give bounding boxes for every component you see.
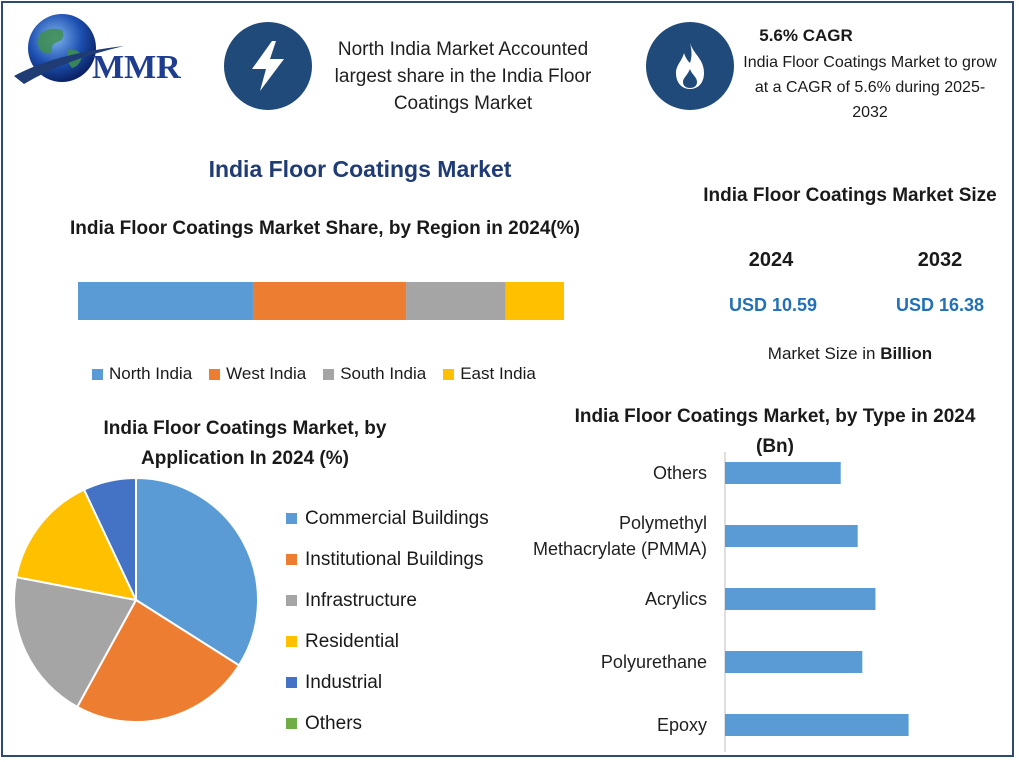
lightning-bolt-icon (224, 22, 312, 110)
region-chart-title: India Floor Coatings Market Share, by Re… (70, 218, 580, 239)
region-segment-west-india (252, 282, 407, 320)
type-bar-epoxy (725, 714, 909, 736)
region-legend-label: North India (109, 364, 193, 383)
unit-note-bold: Billion (880, 344, 933, 363)
year-2024-label: 2024 (748, 249, 794, 271)
market-size-unit-note: Market Size in Billion (710, 344, 990, 364)
region-stacked-bar (78, 282, 564, 320)
market-size-title: India Floor Coatings Market Size (703, 185, 997, 206)
legend-swatch (323, 368, 335, 380)
application-legend-item: Commercial Buildings (286, 498, 506, 539)
type-category-label: Polymethyl (619, 513, 707, 533)
type-category-label: Others (653, 463, 707, 483)
type-bar-polymethyl-methacrylate-pmma (725, 525, 858, 547)
market-size-2024-value: USD 10.59 (728, 295, 818, 315)
unit-note-prefix: Market Size in (767, 344, 881, 363)
application-legend-label: Industrial (305, 671, 383, 693)
application-legend-label: Commercial Buildings (305, 507, 489, 529)
region-legend-item: South India (323, 362, 426, 386)
legend-swatch (92, 368, 103, 380)
region-legend-item: East India (443, 362, 536, 386)
region-legend-item: North India (92, 362, 192, 386)
north-india-highlight: North India Market Accounted largest sha… (334, 39, 592, 114)
type-category-label: Acrylics (645, 589, 707, 609)
application-legend-label: Others (305, 712, 363, 734)
application-legend-item: Industrial (286, 662, 506, 703)
mmr-logo: MMR (10, 10, 200, 90)
pie-slice-infrastructure (13, 575, 138, 709)
type-bar-acrylics (725, 588, 876, 610)
application-legend-label: Infrastructure (305, 589, 417, 611)
type-category-label: Polyurethane (601, 652, 707, 672)
main-title: India Floor Coatings Market (208, 156, 512, 182)
legend-swatch (209, 368, 221, 380)
application-legend-item: Residential (286, 621, 506, 662)
region-segment-south-india (406, 282, 506, 320)
cagr-description: India Floor Coatings Market to grow at a… (743, 54, 997, 121)
application-legend-item: Infrastructure (286, 580, 506, 621)
region-legend-label: West India (226, 364, 307, 383)
region-legend-label: East India (460, 364, 536, 383)
type-category-label: Epoxy (657, 715, 707, 735)
region-legend: North India West India South India East Ind… (92, 362, 612, 386)
region-legend-label: South India (340, 364, 427, 383)
flame-icon (646, 22, 734, 110)
pie-slice-industrial (82, 476, 137, 601)
application-legend-item: Others (286, 703, 506, 744)
application-chart-title: India Floor Coatings Market, by Applicat… (103, 418, 387, 469)
legend-swatch (286, 677, 297, 688)
logo-text: MMR (92, 49, 181, 86)
region-legend-item: West India (209, 362, 306, 386)
region-segment-east-india (505, 282, 564, 320)
pie-slice-institutional-buildings (75, 598, 241, 723)
cagr-title: 5.6% CAGR (759, 26, 853, 45)
market-size-2032-value: USD 16.38 (895, 295, 985, 315)
application-legend-item: Institutional Buildings (286, 539, 506, 580)
legend-swatch (286, 554, 297, 565)
type-bar-others (725, 462, 841, 484)
application-pie-chart (13, 476, 259, 723)
legend-swatch (286, 718, 297, 729)
year-2032-label: 2032 (917, 249, 963, 271)
legend-swatch (443, 368, 455, 380)
type-category-label: Methacrylate (PMMA) (533, 539, 707, 559)
application-legend-label: Institutional Buildings (305, 548, 484, 570)
pie-slice-residential (14, 488, 138, 602)
type-bar-chart: Others Polymethyl Methacrylate (PMMA) Acryl… (533, 452, 909, 752)
region-segment-north-india (78, 282, 253, 320)
type-chart-title: India Floor Coatings Market, by Type in … (574, 406, 976, 457)
legend-swatch (286, 595, 297, 606)
legend-swatch (286, 636, 297, 647)
legend-swatch (286, 513, 297, 524)
application-legend: Commercial Buildings Institutional Buildi… (286, 498, 506, 744)
application-legend-label: Residential (305, 630, 399, 652)
type-bar-polyurethane (725, 651, 863, 673)
